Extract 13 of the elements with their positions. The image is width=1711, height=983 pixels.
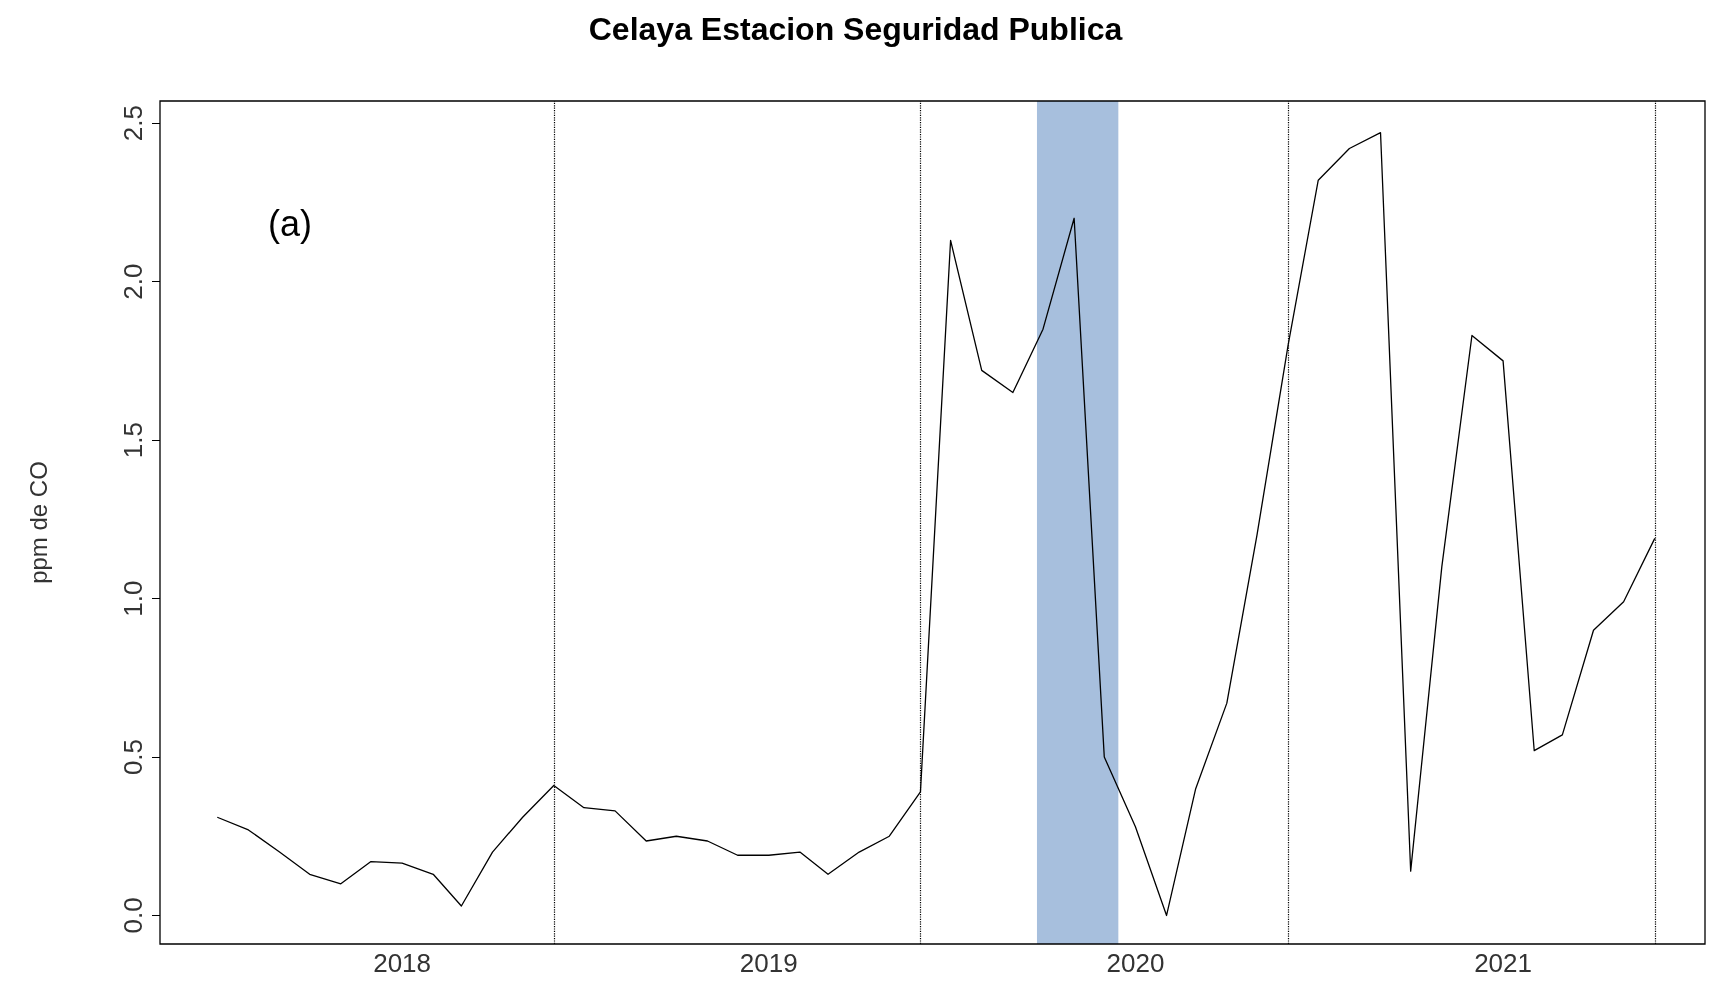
x-tick-label: 2020 [1106, 948, 1165, 978]
y-tick-label: 0.5 [118, 738, 148, 776]
x-tick-label: 2018 [373, 948, 432, 978]
y-tick-label: 2.0 [118, 263, 148, 300]
annotation: (a) [268, 202, 312, 244]
x-tick-label: 2021 [1474, 948, 1533, 978]
y-tick-label: 0.0 [118, 897, 148, 934]
y-tick-label: 1.5 [118, 422, 148, 459]
y-tick-label: 2.5 [118, 105, 148, 142]
x-tick-label: 2019 [739, 948, 798, 978]
y-axis-title: ppm de CO [24, 461, 52, 584]
chart-title: Celaya Estacion Seguridad Publica [588, 11, 1123, 47]
y-tick-label: 1.0 [118, 580, 148, 617]
